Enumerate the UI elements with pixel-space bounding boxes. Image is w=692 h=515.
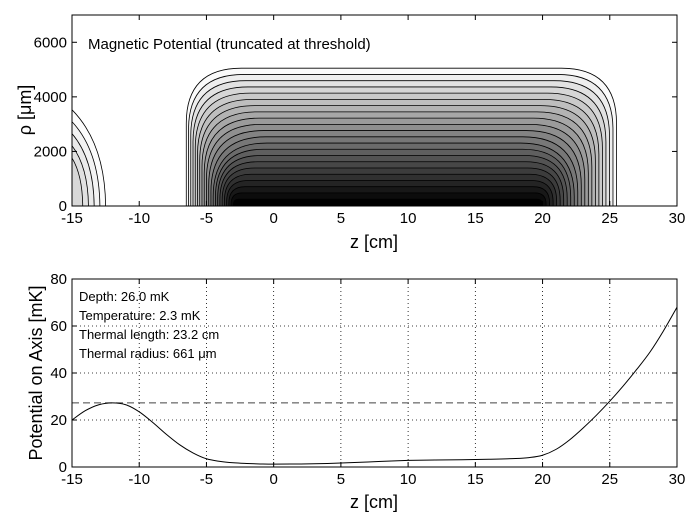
axis-plot-grid xyxy=(72,279,677,467)
x-tick-label: 30 xyxy=(669,210,686,227)
y-tick-label: 6000 xyxy=(34,34,67,51)
y-tick-label: 40 xyxy=(50,365,67,382)
axis-potential-plot: -15 -10 -5 0 5 10 15 20 25 30 0 20 40 60 80 Depth: 26… xyxy=(26,271,685,512)
contour-y-label: ρ [μm] xyxy=(15,85,35,136)
y-tick-label: 4000 xyxy=(34,89,67,106)
contour-plot: -15 -10 -5 0 5 10 15 20 25 30 0 2000 4000 6000 Magne… xyxy=(15,14,685,252)
x-tick-label: 0 xyxy=(269,471,277,488)
x-tick-label: 10 xyxy=(400,210,417,227)
contour-layer xyxy=(72,67,617,206)
x-tick-label: 5 xyxy=(337,471,345,488)
x-tick-label: -15 xyxy=(61,471,83,488)
y-tick-label: 0 xyxy=(59,198,67,215)
annotation-temperature: Temperature: 2.3 mK xyxy=(79,308,201,323)
x-tick-label: -5 xyxy=(200,471,213,488)
y-tick-label: 80 xyxy=(50,271,67,288)
x-tick-label: 30 xyxy=(669,471,686,488)
x-tick-label: 15 xyxy=(467,210,484,227)
x-tick-label: 25 xyxy=(601,471,618,488)
annotation-thermal-radius: Thermal radius: 661 μm xyxy=(79,346,217,361)
contour-plot-frame xyxy=(71,14,678,207)
x-tick-label: 20 xyxy=(534,210,551,227)
axis-y-ticks: 0 20 40 60 80 xyxy=(50,271,677,476)
y-tick-label: 2000 xyxy=(34,143,67,160)
y-tick-label: 0 xyxy=(59,459,67,476)
potential-curve xyxy=(72,306,677,465)
x-tick-label: 25 xyxy=(601,210,618,227)
x-tick-label: -15 xyxy=(61,210,83,227)
x-tick-label: 5 xyxy=(337,210,345,227)
contour-x-label: z [cm] xyxy=(350,232,398,252)
axis-x-ticks: -15 -10 -5 0 5 10 15 20 25 30 xyxy=(61,279,685,488)
contour-edge-level xyxy=(72,157,84,206)
annotation-thermal-length: Thermal length: 23.2 cm xyxy=(79,327,219,342)
x-tick-label: 15 xyxy=(467,471,484,488)
axis-y-label: Potential on Axis [mK] xyxy=(26,285,46,460)
y-tick-label: 60 xyxy=(50,318,67,335)
x-tick-label: -10 xyxy=(128,471,150,488)
contour-title: Magnetic Potential (truncated at thresho… xyxy=(88,36,371,53)
contour-y-ticks: 0 2000 4000 6000 xyxy=(34,34,677,215)
x-tick-label: 20 xyxy=(534,471,551,488)
x-tick-label: -10 xyxy=(128,210,150,227)
contour-x-ticks: -15 -10 -5 0 5 10 15 20 25 30 xyxy=(61,15,685,227)
annotation-depth: Depth: 26.0 mK xyxy=(79,289,170,304)
x-tick-label: -5 xyxy=(200,210,213,227)
x-tick-label: 0 xyxy=(269,210,277,227)
y-tick-label: 20 xyxy=(50,412,67,429)
x-tick-label: 10 xyxy=(400,471,417,488)
axis-x-label: z [cm] xyxy=(350,492,398,512)
contour-level xyxy=(232,198,543,206)
annotation-box: Depth: 26.0 mK Temperature: 2.3 mK Therm… xyxy=(79,289,219,361)
